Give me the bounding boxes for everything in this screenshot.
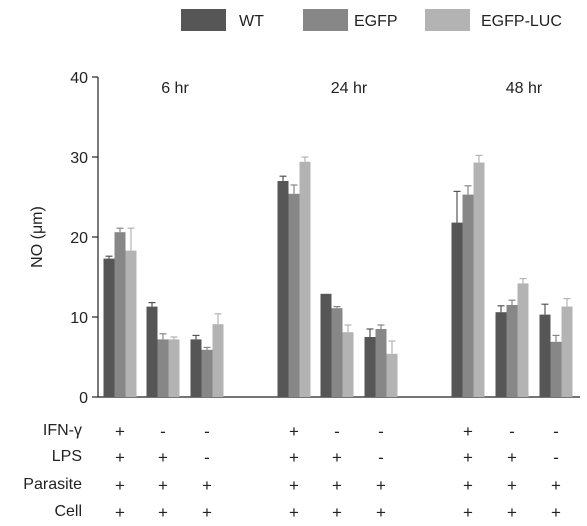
bar [539,314,551,397]
bar [550,341,562,397]
bar [190,339,202,397]
condition-row-label: LPS [52,448,82,465]
condition-sign: - [334,422,340,441]
condition-sign: + [463,476,473,495]
bar [157,339,169,397]
bar [331,308,343,397]
condition-sign: + [507,476,517,495]
group-label: 48 hr [506,80,543,97]
y-axis-title: NO (μm) [29,206,46,268]
group-label: 6 hr [161,80,189,97]
y-tick-label: 30 [70,150,88,167]
condition-sign: + [158,448,168,467]
bar [168,339,180,397]
condition-sign: + [507,503,517,522]
bar [375,329,387,397]
bar [462,194,474,397]
condition-sign: + [463,448,473,467]
condition-sign: + [115,422,125,441]
condition-sign: + [551,503,561,522]
condition-sign: - [378,422,384,441]
bar [125,250,137,397]
condition-sign: - [204,448,210,467]
condition-sign: + [376,476,386,495]
bar [473,162,485,397]
group-label: 24 hr [331,80,368,97]
bar [364,337,376,397]
condition-sign: + [332,448,342,467]
condition-sign: + [158,476,168,495]
bar [201,349,213,397]
bar [495,312,507,397]
legend-label: EGFP [354,13,398,30]
bar [517,283,529,397]
condition-sign: + [463,503,473,522]
legend-swatch [425,9,470,31]
condition-sign: - [378,448,384,467]
bar [114,232,126,397]
y-tick-label: 10 [70,310,88,327]
condition-sign: + [202,503,212,522]
condition-sign: + [332,503,342,522]
legend: WT EGFP EGFP-LUC [181,9,562,31]
condition-row-label: IFN-γ [43,422,82,439]
legend-swatch [181,9,226,31]
condition-sign: + [507,448,517,467]
condition-sign: + [551,476,561,495]
bar [146,306,158,397]
bar [506,305,518,397]
condition-sign: + [115,503,125,522]
bar [320,293,332,397]
condition-sign: + [115,476,125,495]
condition-sign: + [289,476,299,495]
bar [342,332,354,397]
bar [386,353,398,397]
bar [288,193,300,397]
bar [212,324,224,397]
condition-row-label: Parasite [23,476,82,493]
condition-sign: + [289,503,299,522]
condition-sign: + [376,503,386,522]
y-tick-label: 0 [79,390,88,407]
y-tick-label: 20 [70,230,88,247]
condition-sign: + [202,476,212,495]
bar [451,222,463,397]
bars: 6 hr 24 hr 48 hr [103,80,573,397]
condition-sign: + [463,422,473,441]
condition-sign: + [115,448,125,467]
condition-sign: - [553,448,559,467]
condition-sign: + [289,448,299,467]
legend-swatch [303,9,348,31]
y-tick-label: 40 [70,70,88,87]
legend-label: EGFP-LUC [481,13,562,30]
bar [277,181,289,397]
condition-sign: + [289,422,299,441]
condition-table: IFN-γ + - - + - - + - - LPS + + - + + - + + - Parasite + + + + + +… [23,422,561,522]
condition-sign: - [204,422,210,441]
condition-sign: - [160,422,166,441]
condition-row-label: Cell [54,503,82,520]
condition-sign: - [553,422,559,441]
legend-label: WT [239,13,264,30]
bar [299,161,311,397]
condition-sign: + [332,476,342,495]
bar [561,306,573,397]
bar [103,258,115,397]
condition-sign: + [158,503,168,522]
condition-sign: - [509,422,515,441]
